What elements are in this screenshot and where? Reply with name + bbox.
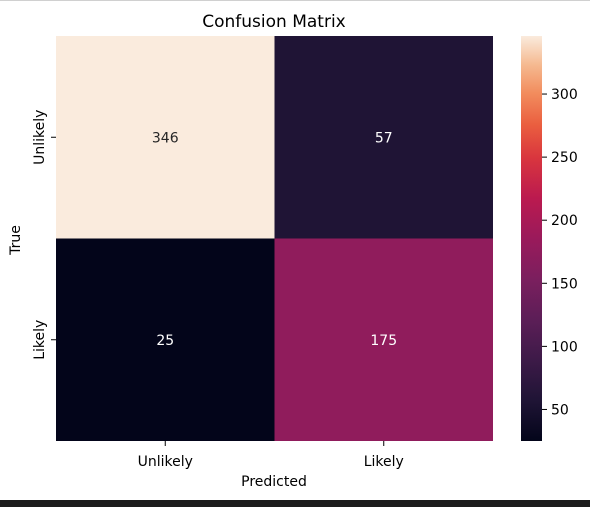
heatmap-cell-1-0: [56, 238, 275, 441]
colorbar-tick-label-1: 100: [551, 339, 578, 355]
heatmap-cell-1-1: [274, 238, 493, 441]
colorbar-tick-label-2: 150: [551, 276, 578, 292]
chart-title: Confusion Matrix: [202, 12, 346, 32]
heatmap-cell-0-0: [56, 36, 275, 239]
x-tick-label-0: Unlikely: [138, 454, 193, 470]
colorbar-tick-label-3: 200: [551, 213, 578, 229]
colorbar-tick-label-5: 300: [551, 87, 578, 103]
colorbar-tick-label-4: 250: [551, 150, 578, 166]
y-axis-label: True: [8, 225, 24, 256]
heatmap-cell-0-1: [274, 36, 493, 239]
y-tick-label-0: Unlikely: [32, 110, 48, 165]
bottom-strip: [0, 500, 590, 507]
cell-value-1-1: 175: [370, 333, 397, 349]
x-axis-label: Predicted: [241, 474, 307, 490]
cell-value-0-0: 346: [152, 130, 179, 146]
x-tick-label-1: Likely: [364, 454, 404, 470]
top-divider: [0, 0, 590, 1]
cell-value-0-1: 57: [375, 130, 393, 146]
colorbar: [521, 36, 542, 441]
colorbar-tick-label-0: 50: [551, 402, 569, 418]
cell-value-1-0: 25: [156, 333, 174, 349]
y-tick-label-1: Likely: [32, 320, 48, 360]
